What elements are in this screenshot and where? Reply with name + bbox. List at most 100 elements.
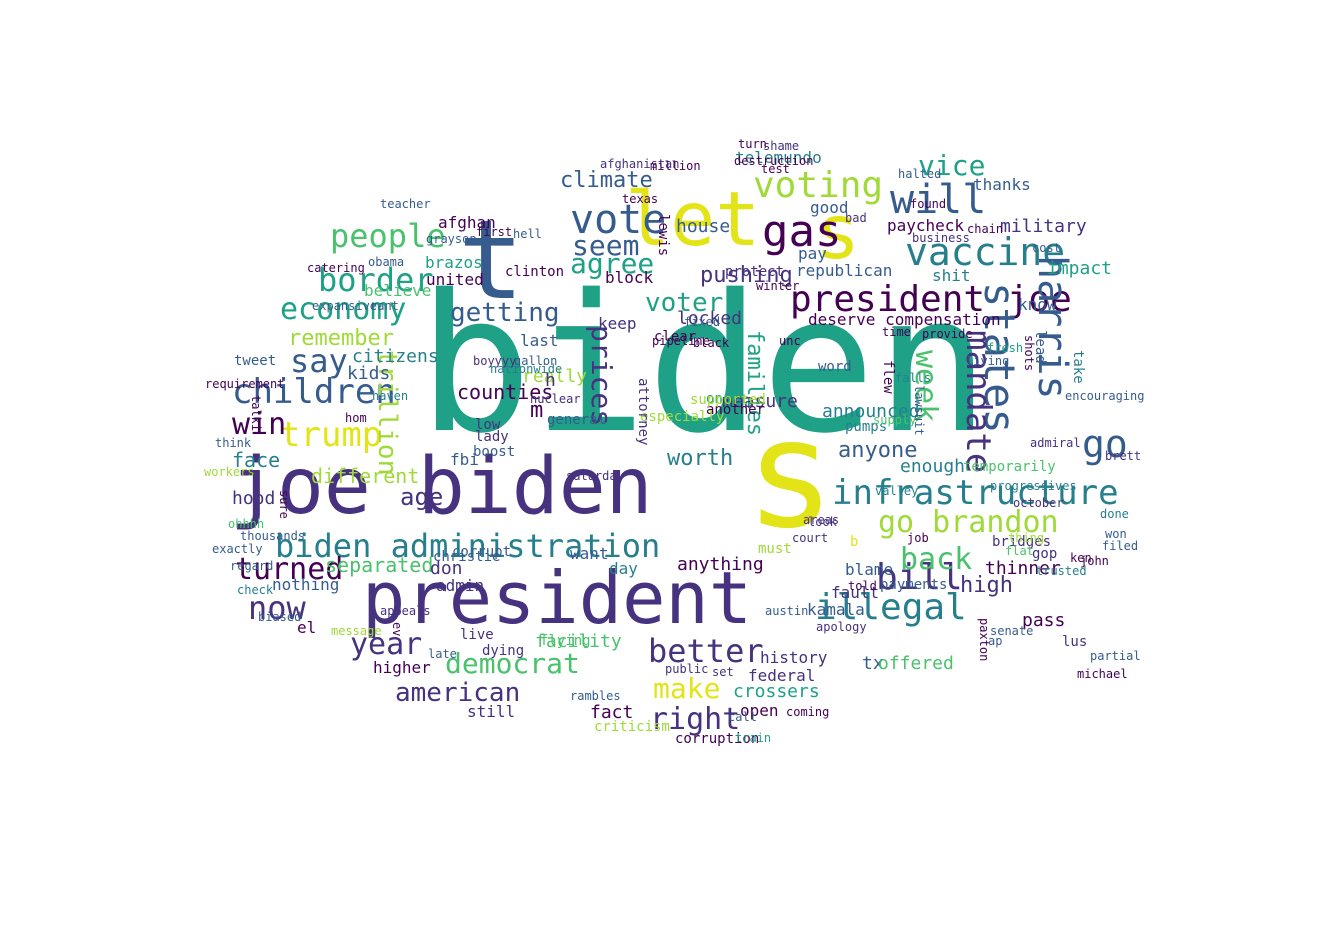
cloud-word: tx xyxy=(862,653,884,674)
cloud-word: history xyxy=(760,648,828,667)
cloud-word: higher xyxy=(373,658,431,677)
cloud-word: turn xyxy=(738,137,767,151)
cloud-word: president joe xyxy=(790,279,1072,320)
cloud-word: shame xyxy=(763,139,800,153)
cloud-word: people xyxy=(330,217,446,255)
cloud-word: s xyxy=(815,188,861,276)
cloud-word: boyyyy xyxy=(473,354,517,368)
cloud-word: test xyxy=(761,162,790,176)
cloud-word: admiral xyxy=(1030,436,1081,450)
cloud-word: make xyxy=(653,672,721,705)
cloud-word: trusted xyxy=(1036,564,1087,578)
cloud-word: paxton xyxy=(977,618,991,662)
cloud-word: john xyxy=(1080,554,1109,568)
cloud-word: hood xyxy=(232,488,276,509)
cloud-word: take xyxy=(1070,350,1086,384)
cloud-word: filed xyxy=(1102,539,1139,553)
cloud-word: lady xyxy=(475,429,509,445)
cloud-word: afghan xyxy=(438,213,496,232)
cloud-word: biased xyxy=(258,610,302,624)
cloud-word: m xyxy=(530,398,544,423)
cloud-word: business xyxy=(912,231,970,245)
cloud-word: enough xyxy=(900,456,966,477)
cloud-word: really xyxy=(522,366,588,387)
cloud-word: nothing xyxy=(272,575,340,594)
cloud-word: gas xyxy=(762,206,842,257)
cloud-word: pumps xyxy=(845,419,888,435)
cloud-word: nuclear xyxy=(530,392,581,406)
cloud-word: h xyxy=(545,370,556,391)
cloud-word: obama xyxy=(368,255,405,269)
cloud-word: counties xyxy=(457,380,554,404)
cloud-word: lewis xyxy=(655,214,671,257)
cloud-word: bill xyxy=(876,557,963,598)
cloud-word: general xyxy=(547,412,607,428)
cloud-word: one xyxy=(706,391,732,407)
cloud-word: catering xyxy=(307,261,365,275)
cloud-word: fbi xyxy=(450,450,479,469)
cloud-word: illegal xyxy=(815,587,967,628)
cloud-word: prices xyxy=(585,325,618,427)
cloud-word: clinton xyxy=(505,264,565,280)
cloud-word: separated xyxy=(325,553,434,577)
cloud-word: payments xyxy=(880,577,948,593)
cloud-word: remember xyxy=(288,326,394,351)
cloud-word: lawsuit xyxy=(912,385,926,436)
cloud-word: thousands xyxy=(240,529,306,543)
cloud-word: kamala xyxy=(807,600,865,619)
cloud-word: year xyxy=(350,627,423,662)
cloud-word: attorney xyxy=(635,378,651,446)
cloud-word: united xyxy=(426,270,484,289)
cloud-word: workers xyxy=(204,465,255,479)
cloud-word: rant xyxy=(370,299,399,313)
cloud-word: facility xyxy=(535,631,622,652)
cloud-word: infrastructure xyxy=(832,473,1119,513)
cloud-word: telemundo xyxy=(735,148,822,167)
cloud-word: republican xyxy=(796,261,893,280)
cloud-word: partial xyxy=(1090,649,1141,663)
cloud-word: areas xyxy=(803,513,840,527)
cloud-word: corruption xyxy=(675,731,760,747)
cloud-word: rambles xyxy=(570,689,621,703)
cloud-word: vice xyxy=(918,149,986,182)
cloud-word: ohhhh xyxy=(228,517,265,531)
cloud-word: public xyxy=(665,662,709,676)
cloud-word: call xyxy=(728,710,757,724)
cloud-word: low xyxy=(475,417,501,433)
cloud-word: citizens xyxy=(352,346,439,367)
cloud-word: day xyxy=(609,559,638,578)
cloud-word: shit xyxy=(932,266,971,285)
cloud-word: look xyxy=(808,515,837,529)
cloud-word: especially xyxy=(640,409,725,425)
cloud-word: el xyxy=(297,618,317,637)
cloud-word: s xyxy=(745,388,836,562)
cloud-word: encouraging xyxy=(1065,389,1145,403)
cloud-word: biden xyxy=(418,254,990,475)
cloud-word: age xyxy=(400,483,444,511)
cloud-word: chain xyxy=(967,222,1004,236)
cloud-word: worth xyxy=(667,446,734,471)
cloud-word: temporarily xyxy=(963,459,1056,475)
cloud-word: apology xyxy=(816,620,867,634)
cloud-word: dying xyxy=(482,643,525,659)
cloud-word: climate xyxy=(560,168,653,193)
cloud-word: message xyxy=(331,624,382,638)
cloud-word: go xyxy=(1082,422,1128,466)
cloud-word: protect xyxy=(725,264,785,280)
cloud-word: pushing xyxy=(700,263,793,288)
cloud-word: gallon xyxy=(514,354,558,368)
cloud-word: time xyxy=(882,325,911,339)
cloud-word: nationwide xyxy=(490,362,563,376)
cloud-word: expansive xyxy=(312,299,378,313)
cloud-word: locked xyxy=(677,308,743,329)
cloud-word: keep xyxy=(598,314,637,333)
cloud-word: must xyxy=(758,541,792,557)
cloud-word: gop xyxy=(1032,546,1058,562)
cloud-word: halted xyxy=(898,167,942,181)
cloud-word: afghanistan xyxy=(600,157,680,171)
cloud-word: another xyxy=(706,402,766,418)
cloud-word: unc xyxy=(779,334,801,348)
cloud-word: live xyxy=(460,627,494,643)
cloud-word: measure xyxy=(722,391,798,412)
